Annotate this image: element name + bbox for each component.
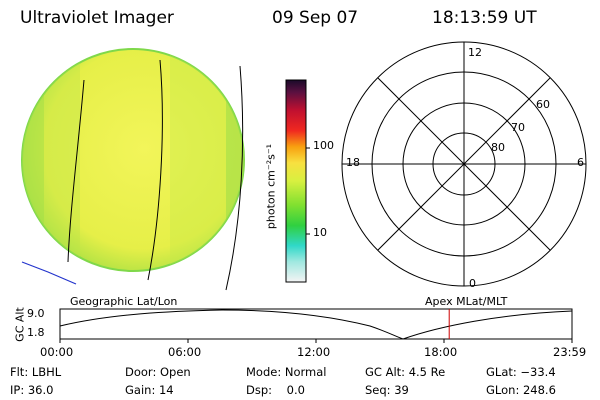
longitude-line [147,59,163,281]
info-glon: GLon: 248.6 [486,383,556,397]
info-door: Door: Open [125,365,191,379]
time-label: 18:13:59 UT [432,8,537,28]
hour-label-12: 12 [468,46,482,59]
hour-label-6: 6 [577,156,584,169]
date-label: 09 Sep 07 [272,8,359,28]
info-gc-alt: GC Alt: 4.5 Re [365,365,446,379]
info-gain: Gain: 14 [125,383,174,397]
longitude-line [225,65,244,291]
info-mode: Mode: Normal [246,365,327,379]
colorbar-gradient [285,79,307,283]
orbit-ytick-low: 1.8 [27,326,45,339]
coastline [21,261,77,285]
orbit-xtick-label: 23:59 [553,345,587,359]
polar-plot [341,41,587,287]
colorbar [285,79,310,283]
colorbar-tick-100: 100 [313,139,334,152]
lat-label-80: 80 [491,141,505,154]
orbit-right-title: Apex MLat/MLT [425,295,508,308]
info-seq: Seq: 39 [365,383,409,397]
orbit-xtick-label: 18:00 [424,345,458,359]
info-flt: Flt: LBHL [10,365,62,379]
info-ip: IP: 36.0 [10,383,54,397]
info-dsp: Dsp: 0.0 [246,383,305,397]
longitude-line [67,79,85,263]
orbit-ytick-high: 9.0 [27,307,45,320]
page-title: Ultraviolet Imager [20,8,174,28]
orbit-left-title: Geographic Lat/Lon [70,295,178,308]
orbit-altitude-curve [59,309,573,340]
orbit-xtick-label: 06:00 [168,345,202,359]
info-glat: GLat: −33.4 [486,365,556,379]
meridian-diag [377,77,551,251]
hour-label-0: 0 [469,277,476,290]
orbit-frame [59,308,573,340]
orbit-xtick-label: 00:00 [40,345,74,359]
lat-label-70: 70 [511,121,525,134]
colorbar-tick-10: 10 [313,226,327,239]
uv-image [21,48,245,291]
lat-label-60: 60 [536,98,550,111]
hour-label-18: 18 [346,156,360,169]
orbit-xtick-label: 12:00 [297,345,331,359]
